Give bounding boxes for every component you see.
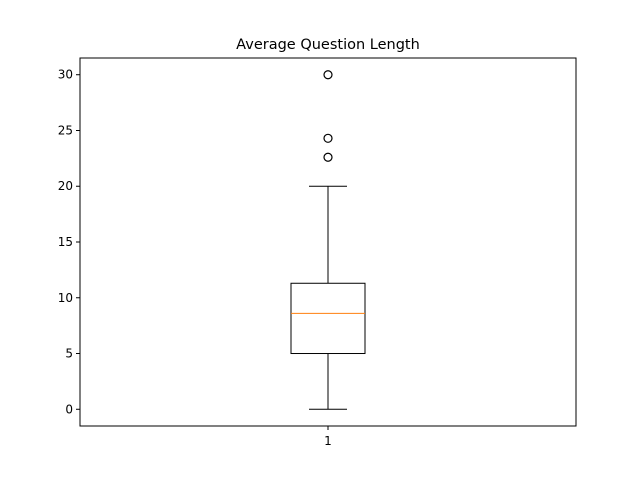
- y-tick-label: 25: [58, 123, 73, 137]
- chart-title: Average Question Length: [236, 37, 420, 53]
- plot-frame: [79, 57, 577, 427]
- y-tick-label: 10: [58, 291, 73, 305]
- interquartile-box: [290, 282, 366, 355]
- y-tick-label: 20: [58, 179, 73, 193]
- x-tick-label: 1: [324, 434, 332, 448]
- box-series: [290, 70, 366, 410]
- y-tick-label: 0: [65, 402, 73, 416]
- outlier-point: [323, 70, 333, 80]
- outlier-point: [323, 133, 333, 143]
- y-tick-label: 30: [58, 68, 73, 82]
- x-axis: 1: [324, 426, 332, 448]
- outlier-point: [323, 152, 333, 162]
- y-tick-label: 5: [65, 347, 73, 361]
- y-axis: 0 5 10 15 20 25 30: [58, 68, 80, 416]
- y-tick-label: 15: [58, 235, 73, 249]
